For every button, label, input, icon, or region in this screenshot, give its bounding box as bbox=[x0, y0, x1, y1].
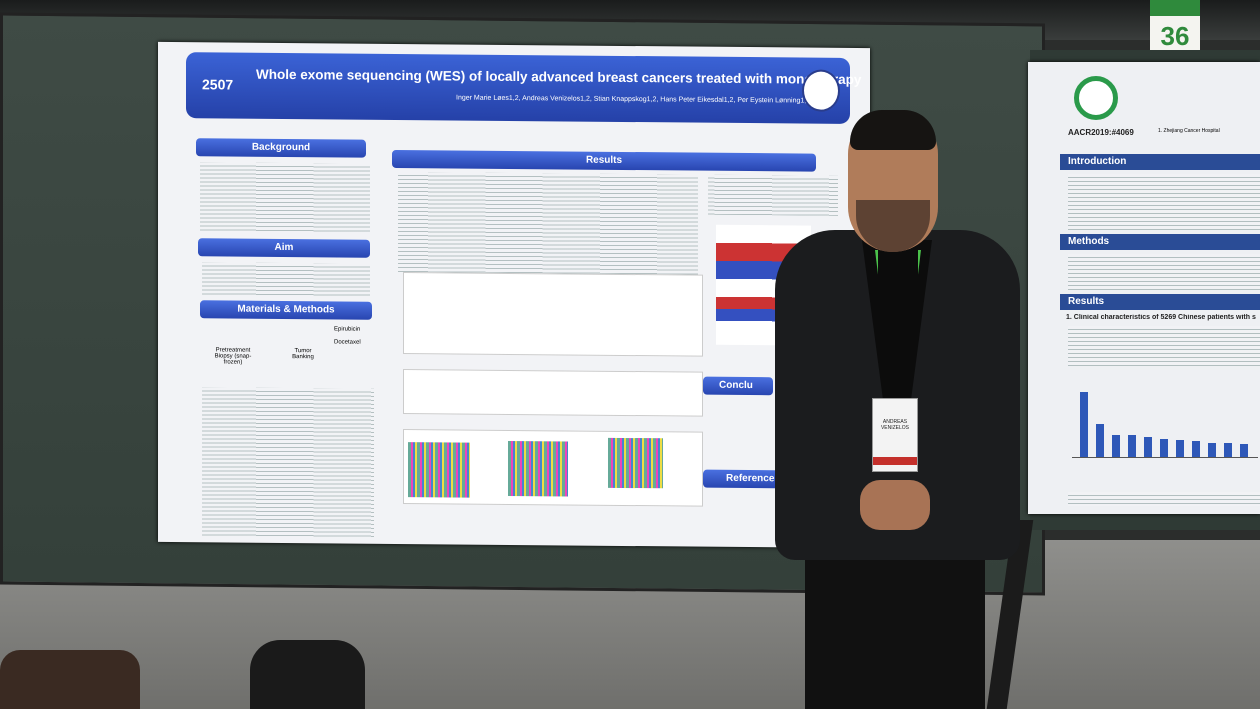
mutation-bar-chart bbox=[1072, 382, 1258, 458]
section-background: Background bbox=[196, 138, 366, 158]
section-methods: Methods bbox=[1060, 234, 1260, 250]
chart-bar bbox=[1160, 439, 1168, 457]
results-text-right bbox=[708, 174, 838, 216]
poster-number: 2507 bbox=[202, 76, 234, 93]
right-poster: AACR2019:#4069 1. Zhejiang Cancer Hospit… bbox=[1028, 62, 1260, 514]
chair bbox=[0, 650, 140, 709]
label-banking: Tumor Banking bbox=[292, 348, 314, 361]
figure-1 bbox=[403, 272, 703, 357]
label-epirubicin: Epirubicin bbox=[334, 326, 361, 333]
hospital-logo bbox=[1074, 76, 1118, 120]
heatmap-3 bbox=[608, 437, 663, 489]
chart-bar bbox=[1176, 439, 1184, 457]
chart-bar bbox=[1080, 392, 1088, 457]
badge-name: ANDREAS VENIZELOS bbox=[880, 419, 910, 431]
figure-2a bbox=[403, 369, 703, 417]
chart-bar bbox=[1192, 441, 1200, 457]
heatmap-1 bbox=[408, 442, 470, 498]
poster-title: Whole exome sequencing (WES) of locally … bbox=[256, 66, 862, 88]
results-subtitle: 1. Clinical characteristics of 5269 Chin… bbox=[1066, 314, 1256, 321]
results-text bbox=[398, 171, 698, 275]
aim-text bbox=[202, 262, 370, 298]
section-conclusions: Conclu bbox=[703, 376, 773, 396]
section-aim: Aim bbox=[198, 238, 370, 258]
chart-bar bbox=[1240, 444, 1248, 457]
person-hands bbox=[860, 480, 930, 530]
methods-text bbox=[1068, 254, 1260, 290]
chart-bar bbox=[1224, 442, 1232, 457]
abstract-id: AACR2019:#4069 bbox=[1068, 128, 1134, 137]
chart-bar bbox=[1112, 435, 1120, 457]
name-badge: ANDREAS VENIZELOS bbox=[872, 398, 918, 472]
label-biopsy: Pretreatment Biopsy (snap-frozen) bbox=[214, 347, 252, 366]
university-seal bbox=[802, 69, 840, 112]
backpack bbox=[250, 640, 365, 709]
main-poster: 2507 Whole exome sequencing (WES) of loc… bbox=[158, 41, 870, 549]
section-methods: Materials & Methods bbox=[200, 300, 372, 320]
booth-number-sign: 36 bbox=[1150, 0, 1200, 58]
methods-text bbox=[202, 387, 374, 539]
chart-bar bbox=[1096, 423, 1104, 457]
background-text bbox=[200, 162, 370, 234]
heatmap-2 bbox=[508, 440, 568, 497]
figure-caption bbox=[1068, 492, 1260, 506]
poster-authors: Inger Marie Løes1,2, Andreas Venizelos1,… bbox=[456, 94, 811, 105]
person-hair bbox=[850, 110, 936, 150]
introduction-text bbox=[1068, 174, 1260, 230]
poster-title-bar: 2507 Whole exome sequencing (WES) of loc… bbox=[186, 52, 861, 124]
chart-bar bbox=[1208, 442, 1216, 457]
section-results: Results bbox=[392, 149, 816, 172]
affiliation: 1. Zhejiang Cancer Hospital bbox=[1158, 128, 1220, 134]
section-results: Results bbox=[1060, 294, 1260, 310]
label-docetaxel: Docetaxel bbox=[334, 339, 361, 346]
results-text bbox=[1068, 326, 1260, 366]
chart-bar bbox=[1144, 436, 1152, 457]
section-introduction: Introduction bbox=[1060, 154, 1260, 170]
chart-bar bbox=[1128, 435, 1136, 457]
badge-strip bbox=[873, 457, 917, 465]
